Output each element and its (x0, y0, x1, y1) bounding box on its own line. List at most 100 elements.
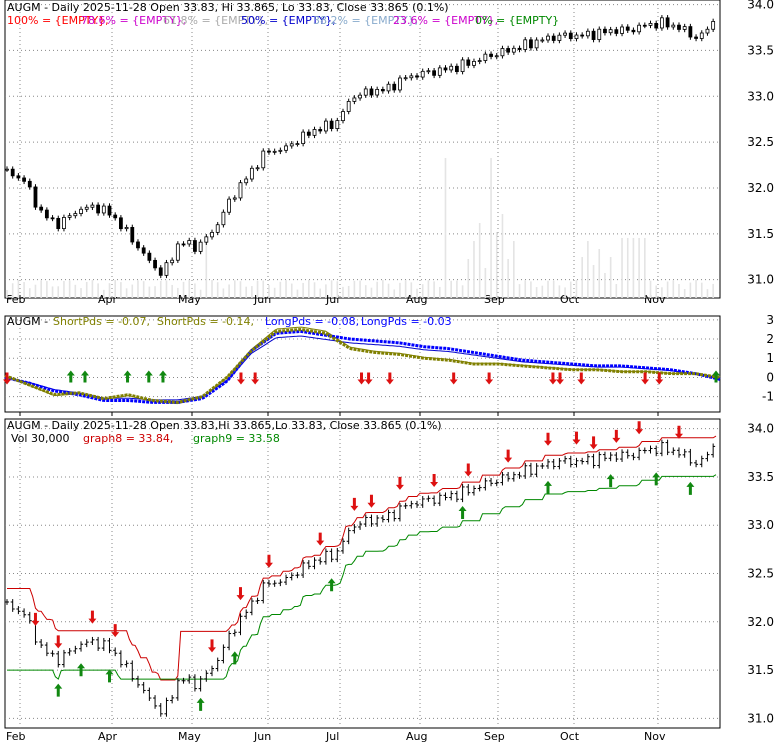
candle-body (215, 224, 220, 233)
candle-body (130, 227, 135, 243)
fib-legend-item: 78.6% = {EMPTY}, (81, 14, 186, 27)
sell-arrow (208, 639, 217, 653)
buy-arrow (327, 578, 336, 592)
graph8-line (7, 435, 717, 681)
candle-body (642, 24, 647, 27)
candle-body (392, 83, 397, 91)
candle-body (210, 231, 214, 238)
x-tick-label: Apr (98, 730, 118, 743)
volume-bar (535, 287, 538, 298)
volume-bar (695, 280, 697, 298)
volume-bar (444, 158, 447, 298)
candle-body (620, 26, 624, 34)
sell-arrow (316, 532, 325, 546)
fib-legend-item: 50% = {EMPTY}, (241, 14, 336, 27)
volume-bar (319, 288, 322, 298)
volume-bar (296, 289, 299, 298)
candle-body (563, 32, 567, 36)
signal-down-arrow (449, 372, 458, 385)
candle-body (688, 26, 693, 38)
volume-bar (262, 280, 265, 298)
signal-up-arrow (144, 370, 153, 383)
candle-body (494, 55, 499, 58)
signal-down-arrow (236, 372, 245, 385)
x-tick-label: Jul (325, 730, 339, 743)
volume-bar (125, 288, 128, 298)
candle-body (466, 59, 471, 66)
candle-body (483, 53, 488, 61)
volume-bar (638, 238, 640, 298)
candle-body (33, 186, 38, 208)
volume-bar (188, 280, 191, 298)
signal-down-arrow (364, 372, 373, 385)
y-tick-label: 32.5 (747, 135, 774, 149)
sell-arrow (612, 429, 621, 443)
volume-bar (325, 284, 327, 298)
volume-bar (91, 280, 94, 298)
volume-bar (97, 283, 99, 298)
signal-down-arrow (577, 372, 586, 385)
volume-bar (615, 284, 618, 298)
y-tick-label: 34.0 (747, 422, 774, 436)
volume-bar (131, 284, 134, 298)
volume-bar (461, 285, 464, 298)
sell-arrow (635, 421, 644, 435)
volume-bar (518, 284, 521, 298)
candle-body (335, 120, 340, 129)
candle-body (506, 48, 511, 53)
stops-title: AUGM - Daily 2025-11-28 Open 33.83,Hi 33… (7, 419, 442, 432)
y-tick-label: 32.0 (747, 181, 774, 195)
x-tick-label: Jun (253, 730, 271, 743)
volume-bar (666, 281, 669, 298)
candle-body (443, 67, 448, 71)
volume-bar (581, 257, 583, 298)
sell-arrow (88, 610, 97, 624)
candle-body (574, 34, 579, 40)
candle-body (289, 143, 294, 147)
candle-body (312, 129, 317, 136)
candle-body (699, 32, 704, 39)
volume-bar (11, 283, 14, 298)
candle-body (659, 17, 664, 29)
y-tick-label: 33.0 (747, 89, 774, 103)
volume-bar (495, 232, 498, 298)
candle-body (608, 29, 613, 34)
candle-body (67, 215, 72, 218)
candle-body (261, 150, 266, 169)
volume-bar (370, 287, 373, 298)
candle-body (489, 53, 493, 57)
volume-bar (359, 280, 361, 298)
candle-body (580, 34, 585, 37)
signal-up-arrow (66, 370, 75, 383)
volume-bar (165, 280, 168, 298)
candle-body (175, 243, 180, 261)
volume-bar (239, 281, 242, 298)
sell-arrow (572, 431, 581, 445)
volume-bar (632, 238, 635, 298)
volume-bar (421, 284, 424, 298)
candle-body (164, 262, 169, 276)
volume-bar (513, 241, 515, 298)
price-title: AUGM - Daily 2025-11-28 Open 33.83, Hi 3… (7, 1, 449, 14)
candle-body (221, 211, 226, 226)
sell-arrow (544, 432, 553, 446)
volume-bar (302, 282, 304, 298)
sell-arrow (589, 436, 598, 450)
candle-body (193, 240, 197, 252)
volume-bar (222, 288, 225, 298)
x-tick-label: Sep (484, 293, 505, 306)
stops-legend-item: graph8 = 33.84, (83, 432, 173, 445)
candle-body (244, 178, 249, 184)
candle-body (5, 168, 9, 171)
y-tick-label: 32.5 (747, 567, 774, 581)
candle-body (204, 236, 209, 243)
volume-bar (433, 281, 435, 298)
volume-bar (268, 285, 270, 298)
candle-body (426, 70, 431, 73)
volume-bar (103, 289, 105, 298)
candle-body (50, 217, 55, 220)
oscillator-legend-item: ShortPds = -0.07, (53, 315, 150, 328)
candle-body (284, 145, 288, 151)
sell-arrow (504, 449, 513, 463)
